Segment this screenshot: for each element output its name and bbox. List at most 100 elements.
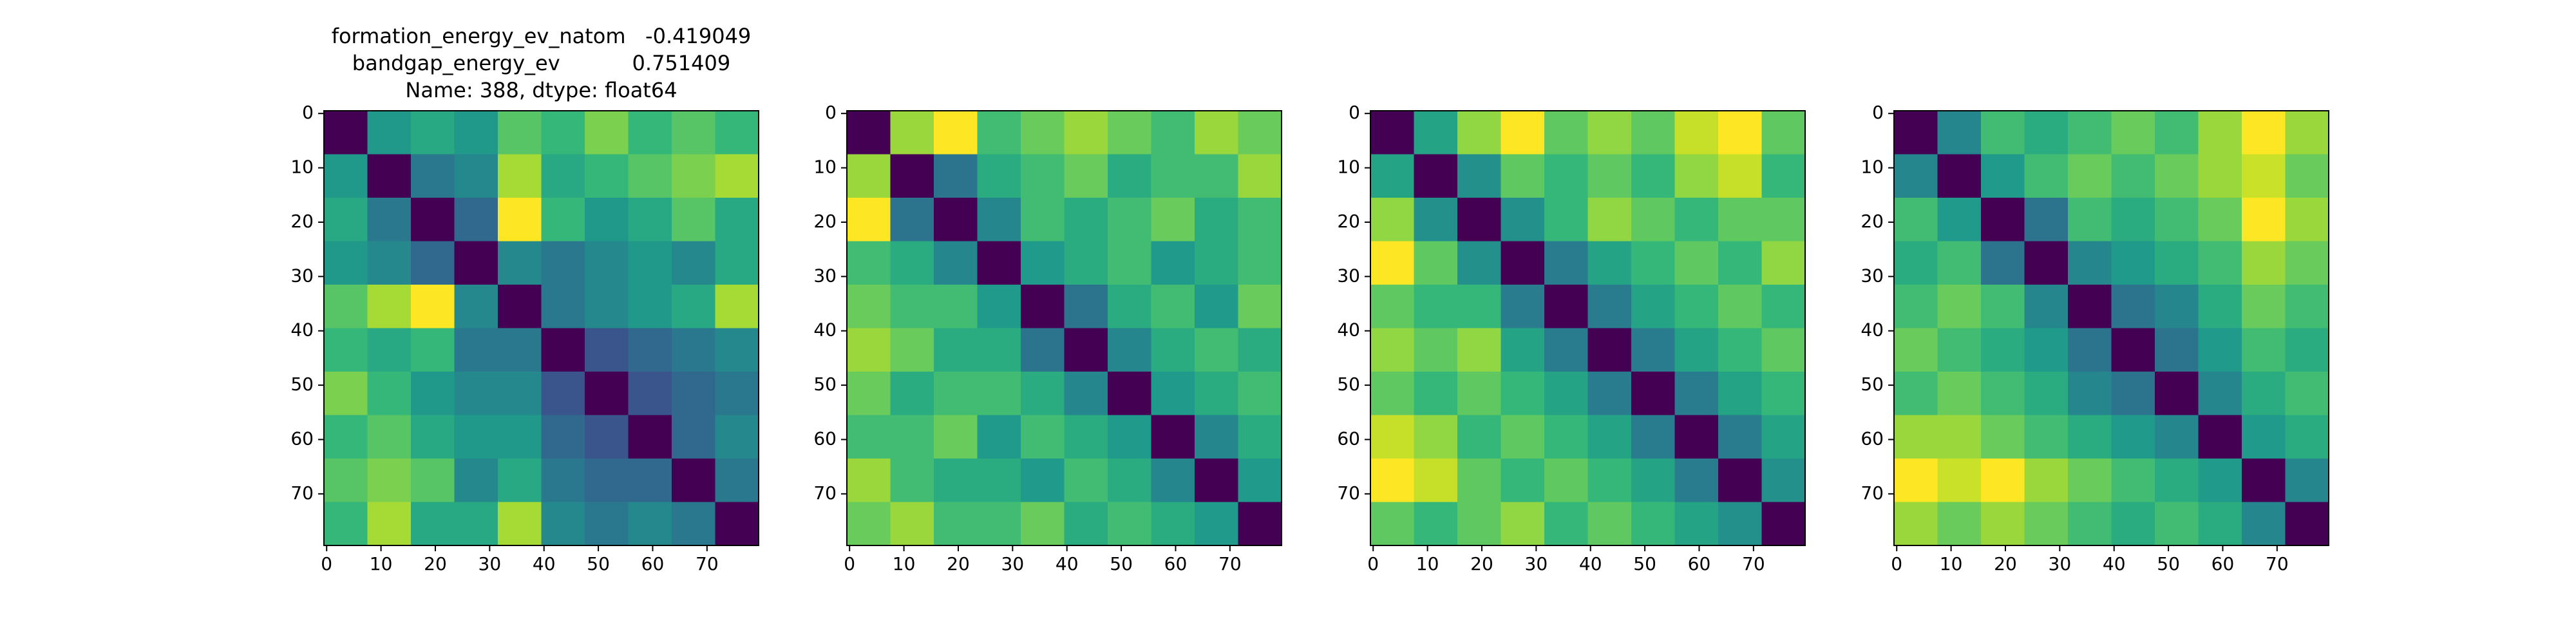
heatmap-cell (2068, 285, 2112, 328)
heatmap-cell (628, 241, 672, 285)
y-tick-label: 0 (1872, 102, 1884, 123)
heatmap-cell (715, 154, 759, 198)
heatmap-cell (1587, 328, 1632, 372)
heatmap-cell (1414, 285, 1458, 328)
heatmap-cell (1544, 154, 1588, 198)
x-tick-label: 0 (1891, 553, 1902, 574)
heatmap-cell (2242, 198, 2286, 242)
heatmap-cell (454, 502, 498, 546)
heatmap-cell (1544, 285, 1588, 328)
heatmap-cell (2198, 154, 2242, 198)
heatmap-cell (1414, 154, 1458, 198)
heatmap-cell (1457, 415, 1501, 459)
heatmap-cell (367, 154, 412, 198)
heatmap-cell (367, 241, 412, 285)
heatmap-cell (1894, 415, 1938, 459)
x-tick-label: 70 (696, 553, 719, 574)
heatmap-cell (1064, 154, 1108, 198)
heatmap-cell (1370, 328, 1414, 372)
heatmap-cell (541, 328, 585, 372)
heatmap-cell (1718, 285, 1762, 328)
heatmap-cell (934, 328, 978, 372)
heatmap-cell (1631, 111, 1675, 155)
x-tick-label: 70 (1742, 553, 1765, 574)
heatmap-cell (324, 241, 368, 285)
heatmap-cell (541, 198, 585, 242)
heatmap-cell (628, 328, 672, 372)
heatmap-cell (977, 372, 1021, 415)
heatmap-cell (1761, 111, 1806, 155)
axes-frame (1893, 110, 2329, 546)
heatmap-cell (2024, 285, 2069, 328)
heatmap-cell (2068, 415, 2112, 459)
heatmap-cell (1894, 502, 1938, 546)
heatmap-cell (1108, 372, 1151, 415)
heatmap-cell (1370, 154, 1414, 198)
heatmap-cell (1894, 241, 1938, 285)
heatmap-cell (1414, 198, 1458, 242)
heatmap-cell (1021, 459, 1065, 502)
heatmap-cell (2198, 415, 2242, 459)
heatmap-cell (541, 502, 585, 546)
heatmap-cell (1457, 111, 1501, 155)
heatmap-cell (1981, 328, 2025, 372)
heatmap-cell (1238, 154, 1282, 198)
heatmap-cell (367, 285, 412, 328)
heatmap-cell (2155, 328, 2199, 372)
heatmap-cell (2111, 198, 2155, 242)
x-tick-label: 40 (1579, 553, 1602, 574)
heatmap-cell (1414, 372, 1458, 415)
heatmap-cell (585, 459, 629, 502)
chart-title: formation_energy_ev_natom -0.419049 (332, 24, 752, 48)
heatmap-cell (1761, 415, 1806, 459)
heatmap-cell (1501, 198, 1545, 242)
heatmap-cell (1544, 198, 1588, 242)
heatmap-cell (934, 285, 978, 328)
heatmap-cell (847, 154, 891, 198)
heatmap-cell (1631, 502, 1675, 546)
heatmap-cell (1674, 328, 1719, 372)
heatmap-cell (498, 154, 542, 198)
heatmap-cell (1414, 415, 1458, 459)
heatmap-cell (1544, 372, 1588, 415)
heatmap-cell (585, 502, 629, 546)
heatmap-cell (1981, 111, 2025, 155)
heatmap-cell (411, 459, 455, 502)
heatmap-cell (1238, 459, 1282, 502)
heatmap-cell (1021, 154, 1065, 198)
heatmap-cell (2285, 285, 2329, 328)
y-tick-label: 30 (813, 265, 837, 286)
heatmap-cell (1631, 372, 1675, 415)
heatmap-cell (1457, 154, 1501, 198)
heatmap-cell (1587, 372, 1632, 415)
heatmap-cell (890, 241, 934, 285)
heatmap-cell (2285, 241, 2329, 285)
heatmap-cell (1631, 415, 1675, 459)
heatmap-cell (1064, 111, 1108, 155)
heatmap-cell (2155, 459, 2199, 502)
y-tick-label: 50 (813, 374, 837, 395)
y-tick-label: 10 (813, 156, 837, 178)
heatmap-cell (1631, 241, 1675, 285)
x-tick-label: 40 (533, 553, 556, 574)
x-tick-label: 60 (1688, 553, 1711, 574)
heatmap-cell (1674, 285, 1719, 328)
heatmap-cell (1370, 459, 1414, 502)
heatmap-cell (2155, 111, 2199, 155)
heatmap-cell (1151, 241, 1195, 285)
heatmap-cell (715, 285, 759, 328)
x-tick-label: 10 (370, 553, 393, 574)
y-tick-label: 50 (1337, 374, 1360, 395)
heatmap-cell (715, 328, 759, 372)
x-tick-label: 20 (947, 553, 970, 574)
heatmap-cell (585, 154, 629, 198)
heatmap-cell (454, 111, 498, 155)
heatmap-cell (1151, 111, 1195, 155)
heatmap-cell (1937, 198, 1982, 242)
y-tick-label: 70 (1337, 482, 1360, 504)
heatmap-cell (715, 241, 759, 285)
heatmap-cell (2242, 111, 2286, 155)
x-tick-label: 30 (478, 553, 502, 574)
chart-title: bandgap_energy_ev 0.751409 (352, 51, 730, 75)
heatmap-cell (2024, 154, 2069, 198)
